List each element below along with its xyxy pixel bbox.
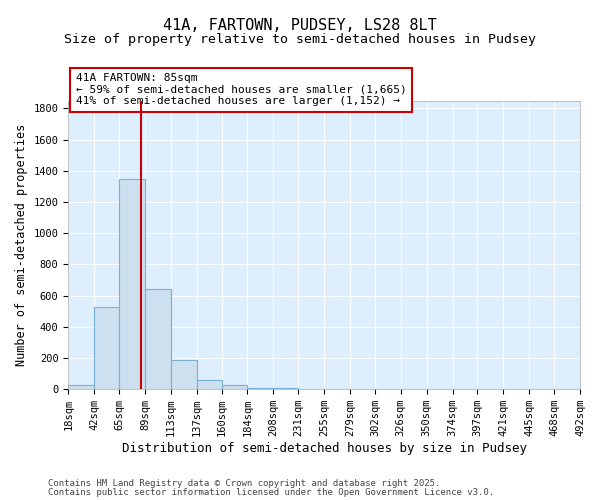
Bar <box>94 306 119 389</box>
Text: Contains HM Land Registry data © Crown copyright and database right 2025.: Contains HM Land Registry data © Crown c… <box>48 479 440 488</box>
Text: 41A, FARTOWN, PUDSEY, LS28 8LT: 41A, FARTOWN, PUDSEY, LS28 8LT <box>163 18 437 32</box>
Bar <box>274 388 298 389</box>
Bar <box>221 384 247 389</box>
Bar <box>68 384 94 389</box>
Text: 41A FARTOWN: 85sqm
← 59% of semi-detached houses are smaller (1,665)
41% of semi: 41A FARTOWN: 85sqm ← 59% of semi-detache… <box>76 73 407 106</box>
Text: Contains public sector information licensed under the Open Government Licence v3: Contains public sector information licen… <box>48 488 494 497</box>
Bar <box>119 178 145 389</box>
Y-axis label: Number of semi-detached properties: Number of semi-detached properties <box>15 124 28 366</box>
Text: Size of property relative to semi-detached houses in Pudsey: Size of property relative to semi-detach… <box>64 32 536 46</box>
Bar <box>145 290 171 389</box>
Bar <box>247 388 274 389</box>
X-axis label: Distribution of semi-detached houses by size in Pudsey: Distribution of semi-detached houses by … <box>122 442 527 455</box>
Bar <box>197 380 221 389</box>
Bar <box>171 360 197 389</box>
